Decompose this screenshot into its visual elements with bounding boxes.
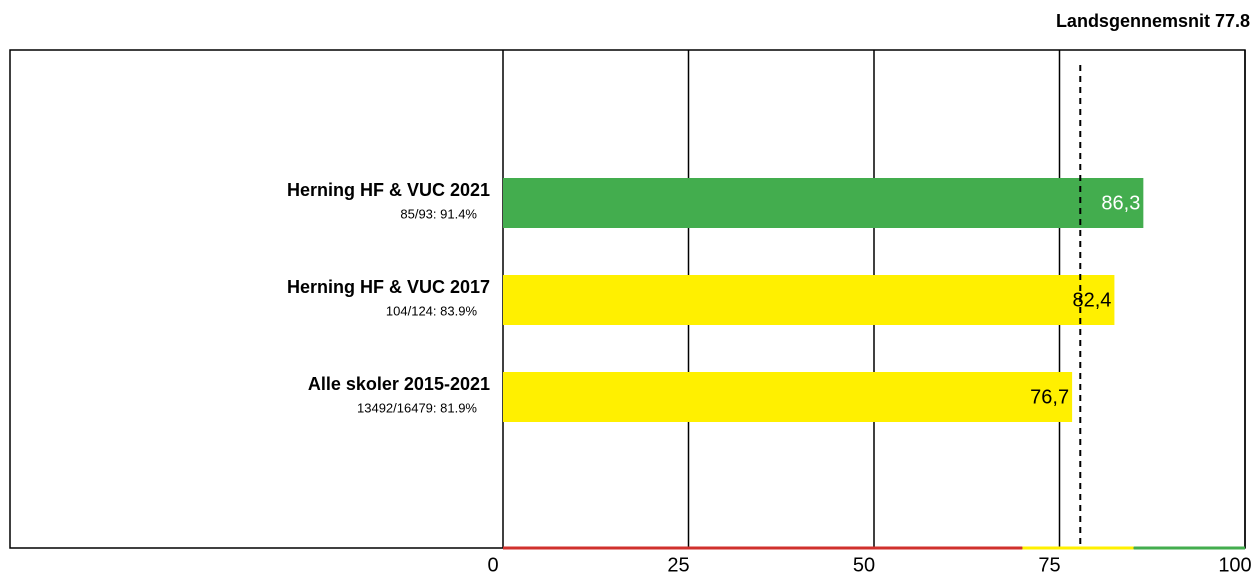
bar: [503, 372, 1073, 422]
value-label: 76,7: [1030, 386, 1069, 408]
value-label: 82,4: [1072, 289, 1111, 311]
category-label: Herning HF & VUC 2017: [287, 277, 490, 297]
bar: [503, 178, 1144, 228]
bar: [503, 275, 1115, 325]
x-tick-label: 50: [853, 554, 875, 576]
x-tick-label: 100: [1218, 554, 1251, 576]
category-sublabel: 13492/16479: 81.9%: [357, 400, 477, 415]
category-label: Herning HF & VUC 2021: [287, 180, 490, 200]
average-label: Landsgennemsnit 77.8: [1056, 11, 1250, 31]
category-label: Alle skoler 2015-2021: [308, 374, 490, 394]
category-sublabel: 85/93: 91.4%: [400, 206, 477, 221]
threshold-band: [1133, 546, 1245, 550]
category-sublabel: 104/124: 83.9%: [386, 303, 478, 318]
x-tick-label: 25: [667, 554, 689, 576]
x-tick-label: 0: [487, 554, 498, 576]
x-tick-label: 75: [1038, 554, 1060, 576]
threshold-band: [503, 546, 1023, 550]
threshold-band: [1022, 546, 1134, 550]
value-label: 86,3: [1101, 192, 1140, 214]
